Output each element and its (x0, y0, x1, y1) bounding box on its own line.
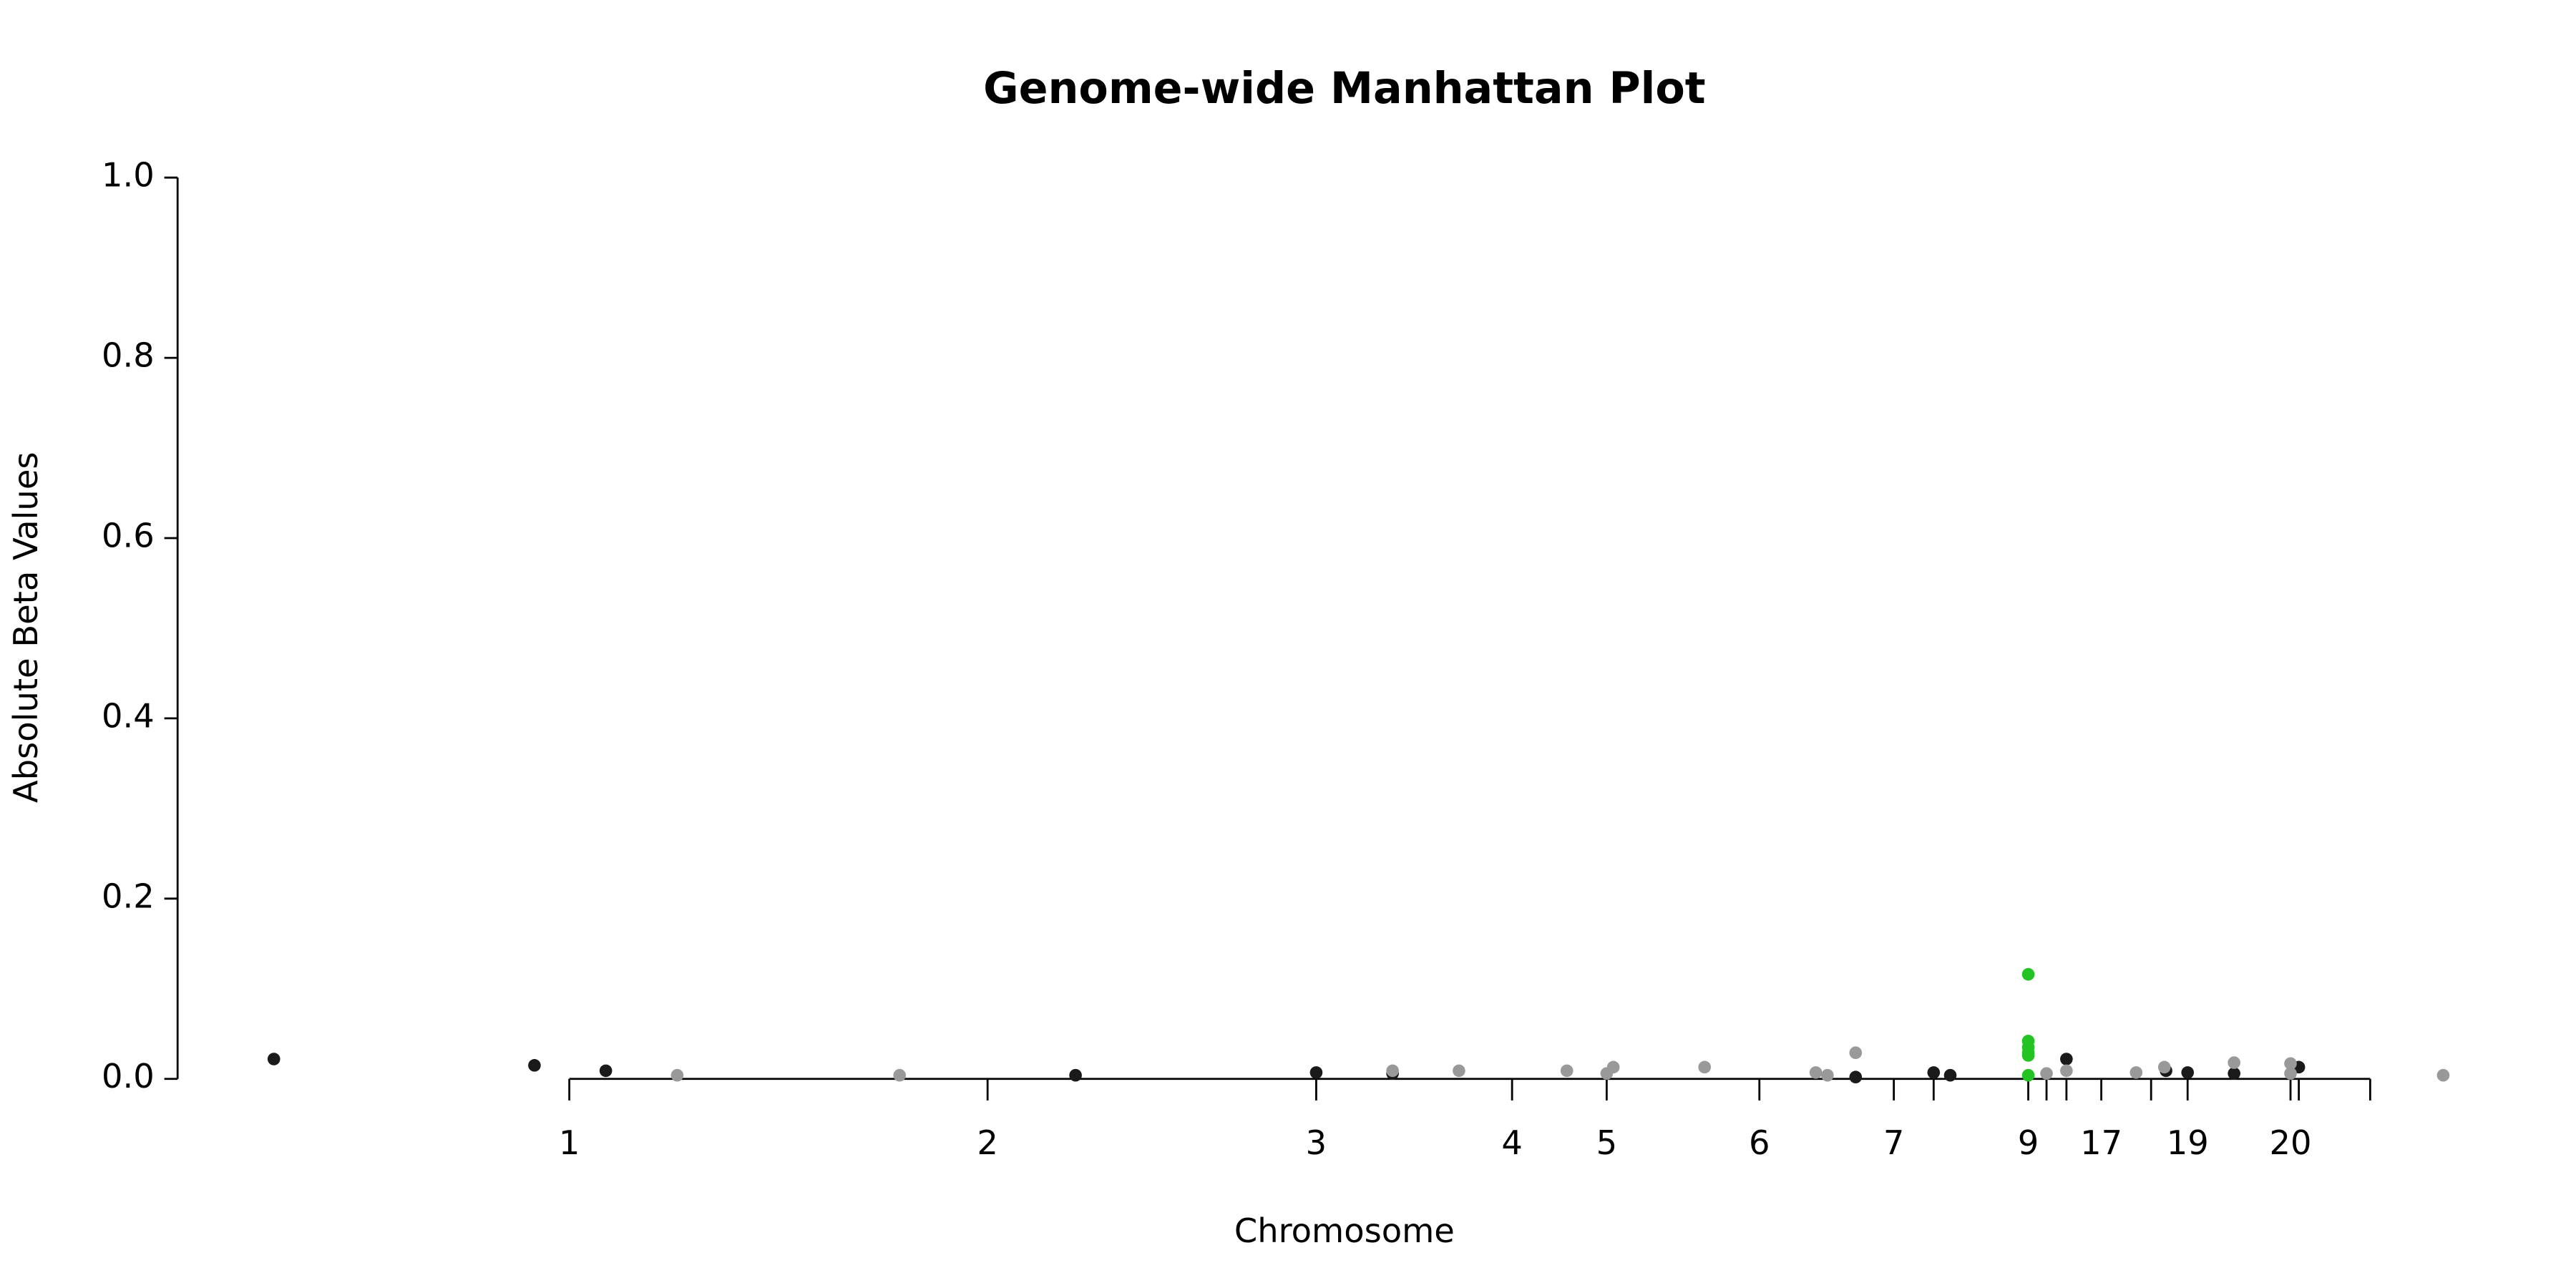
data-point (1606, 1060, 1620, 1074)
data-point (1943, 1068, 1957, 1082)
x-axis-label: Chromosome (1234, 1211, 1455, 1250)
y-tick-label: 0.0 (102, 1057, 155, 1096)
x-tick-label: 19 (2167, 1123, 2209, 1162)
data-point (2060, 1064, 2073, 1078)
x-tick-label: 5 (1596, 1123, 1618, 1162)
data-point (670, 1068, 684, 1082)
data-point (2021, 1068, 2035, 1082)
data-point (2228, 1056, 2240, 1069)
data-point (2228, 1067, 2240, 1080)
x-tick-label: 6 (1749, 1123, 1770, 1162)
data-point (1821, 1068, 1834, 1082)
x-tick-label: 17 (2080, 1123, 2122, 1162)
chart-title: Genome-wide Manhattan Plot (983, 64, 1706, 114)
data-point (1309, 1066, 1323, 1079)
y-tick-label: 0.4 (102, 696, 155, 735)
data-point (528, 1059, 541, 1072)
data-point (1069, 1068, 1082, 1082)
data-point (1849, 1046, 1863, 1060)
data-point (2021, 967, 2035, 981)
data-point (2157, 1060, 2171, 1074)
x-tick-label: 7 (1883, 1123, 1905, 1162)
data-point (2436, 1068, 2450, 1082)
data-point (1849, 1070, 1863, 1084)
data-point (1809, 1066, 1823, 1079)
data-point (267, 1053, 280, 1065)
data-point (2060, 1053, 2073, 1065)
y-tick-label: 1.0 (102, 156, 155, 195)
y-axis-label: Absolute Beta Values (6, 452, 45, 803)
x-tick-label: 3 (1306, 1123, 1327, 1162)
data-point (2284, 1067, 2297, 1080)
data-point (2284, 1057, 2297, 1070)
data-point (1560, 1064, 1574, 1078)
data-point (2021, 1049, 2035, 1062)
y-tick-label: 0.6 (102, 517, 155, 555)
x-tick-label: 9 (2018, 1123, 2039, 1162)
y-tick-label: 0.8 (102, 336, 155, 375)
x-tick-label: 4 (1501, 1123, 1523, 1162)
data-point (893, 1068, 907, 1082)
data-point (2040, 1067, 2053, 1080)
data-point (1386, 1064, 1399, 1078)
x-tick-label: 2 (977, 1123, 998, 1162)
data-point (1453, 1064, 1465, 1078)
x-tick-label: 1 (559, 1123, 580, 1162)
data-point (1927, 1066, 1941, 1079)
data-point (2181, 1066, 2195, 1079)
y-tick-label: 0.2 (102, 877, 155, 915)
x-tick-label: 20 (2270, 1123, 2312, 1162)
data-point (1698, 1060, 1712, 1074)
data-point (599, 1064, 613, 1078)
data-point (2129, 1066, 2143, 1079)
